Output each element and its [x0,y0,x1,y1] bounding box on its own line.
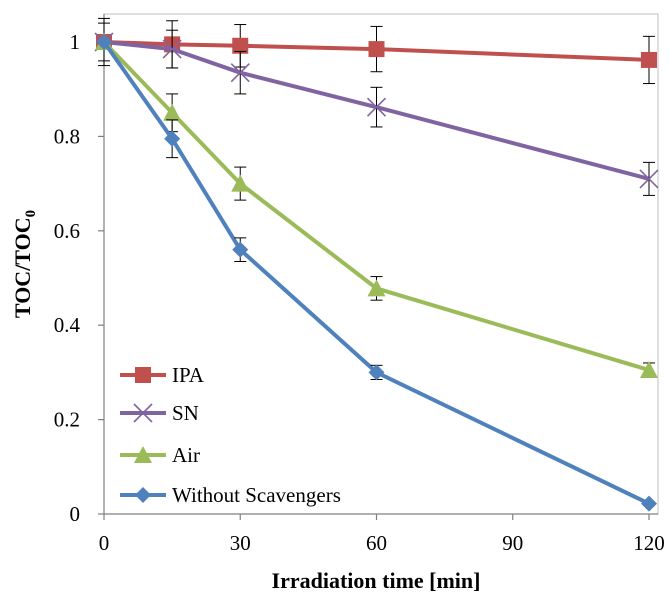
marker-stroke [230,63,250,83]
data-point [164,130,181,147]
x-tick-label: 90 [502,531,523,555]
y-axis-title: TOC/TOC0 [10,210,39,318]
data-point [367,279,386,297]
data-point [96,34,112,50]
legend-marker [135,487,151,503]
data-point [368,41,385,58]
data-point [232,241,249,258]
marker-stroke [366,97,387,117]
data-point [641,495,657,512]
x-tick-label: 120 [633,531,665,555]
data-point [640,361,658,379]
y-tick-label: 1 [70,30,81,54]
marker-stroke [162,39,182,59]
legend-item-air: Air [120,443,200,467]
legend-label: SN [172,401,199,425]
legend-marker [134,446,152,463]
data-point [163,103,182,121]
y-tick-label: 0.8 [54,124,80,148]
data-point [230,63,250,83]
plot-border [103,13,659,515]
data-point [162,39,182,59]
x-tick-label: 60 [366,531,387,555]
data-point [232,37,249,54]
x-tick-label: 0 [99,531,110,555]
legend-label: Air [172,443,200,467]
legend-marker [135,367,151,383]
x-tick-label: 30 [230,531,251,555]
x-axis-title: Irradiation time [min] [272,568,481,593]
series-without-scavengers [96,34,657,512]
data-point [641,51,657,68]
legend-label: Without Scavengers [172,483,341,507]
marker-stroke [133,403,153,423]
legend-marker [133,403,153,423]
legend-item-ipa: IPA [120,363,205,387]
y-axis-title-subscript: 0 [23,210,39,218]
marker-stroke [639,169,659,189]
data-point [231,174,250,192]
series-air [95,33,658,379]
data-point [366,97,387,117]
y-tick-label: 0 [70,502,81,526]
legend-item-sn: SN [120,401,199,425]
legend-item-without-scavengers: Without Scavengers [120,483,341,507]
y-tick-label: 0.2 [54,408,80,432]
data-point [639,169,659,189]
y-tick-label: 0.4 [54,313,81,337]
data-point [368,364,385,381]
y-axis-title-main: TOC/TOC [10,217,35,318]
legend-label: IPA [172,363,205,387]
y-tick-label: 0.6 [54,219,80,243]
